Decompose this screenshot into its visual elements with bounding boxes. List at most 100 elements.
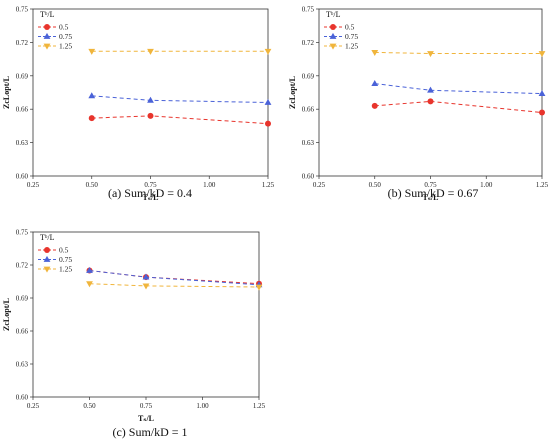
y-tick-label: 0.66: [16, 328, 29, 336]
data-point: [371, 79, 379, 86]
y-tick-label: 0.75: [16, 229, 29, 237]
y-tick-label: 0.66: [302, 106, 315, 114]
legend: Tᵇ/L 0.50.751.25: [38, 233, 72, 274]
series-1-25: [88, 48, 272, 55]
legend-marker: [44, 24, 50, 30]
data-point: [88, 48, 96, 55]
series-0-75: [371, 79, 546, 97]
data-point: [142, 283, 150, 290]
legend-title: Tᵇ/L: [40, 233, 55, 242]
y-axis-label: ZcLopt/L: [2, 76, 11, 109]
legend-title: Tᵇ/L: [40, 10, 55, 19]
legend-entry: 0.5: [59, 246, 69, 255]
data-point: [86, 281, 93, 288]
y-tick-label: 0.69: [302, 72, 315, 80]
x-tick-label: 1.25: [253, 402, 266, 410]
data-point: [538, 51, 546, 58]
y-tick-label: 0.60: [16, 173, 29, 181]
data-point: [88, 115, 95, 122]
data-point: [427, 51, 434, 58]
legend-entry: 1.25: [59, 265, 72, 274]
chart-panel-b: 0.25 0.50 0.75 1.00 1.25 0.60 0.63 0.66 0.69 0.72…: [288, 6, 549, 203]
data-point: [147, 112, 154, 119]
chart-panel-a: 0.25 0.50 0.75 1.00 1.25 0.60 0.63 0.66 0.69 0.72…: [2, 6, 275, 203]
data-point: [147, 48, 154, 55]
legend-entry: 0.5: [59, 23, 69, 32]
legend-entry: 0.75: [59, 255, 72, 264]
y-tick-label: 0.75: [16, 6, 29, 14]
x-tick-label: 0.75: [140, 402, 153, 410]
series-1-25: [86, 281, 263, 291]
x-axis-label: Tₛ/L: [142, 193, 158, 202]
panel-caption: (b) Sum/kD = 0.67: [388, 186, 479, 200]
data-point: [538, 90, 546, 97]
series-0-75: [88, 92, 272, 105]
x-tick-label: 0.25: [313, 181, 326, 189]
legend-entry: 0.75: [345, 32, 358, 41]
data-point: [264, 98, 272, 105]
chart-panel-c: 0.25 0.50 0.75 1.00 1.25 0.60 0.63 0.66 0.69 0.72…: [2, 229, 266, 440]
legend-title: Tᵇ/L: [326, 10, 341, 19]
y-tick-label: 0.69: [16, 295, 29, 303]
x-tick-label: 1.00: [203, 181, 216, 189]
data-point: [371, 50, 379, 57]
data-point: [142, 273, 150, 280]
data-point: [427, 86, 434, 93]
y-tick-label: 0.60: [302, 173, 315, 181]
y-tick-label: 0.66: [16, 106, 29, 114]
legend-marker: [43, 32, 51, 39]
legend-marker: [43, 255, 51, 262]
legend: Tᵇ/L 0.50.751.25: [324, 10, 358, 51]
x-tick-label: 0.50: [83, 402, 96, 410]
legend-marker: [44, 247, 50, 253]
data-point: [427, 98, 434, 105]
legend-entry: 1.25: [345, 42, 358, 51]
x-tick-label: 1.00: [480, 181, 493, 189]
x-axis-label: Tₛ/L: [422, 193, 438, 202]
data-point: [147, 96, 154, 103]
y-tick-label: 0.60: [16, 394, 29, 402]
y-tick-label: 0.72: [302, 39, 315, 47]
series-0-5: [371, 98, 545, 116]
data-point: [264, 48, 272, 55]
legend-marker: [43, 43, 51, 50]
series-0-5: [88, 112, 271, 127]
legend-marker: [43, 266, 51, 273]
data-point: [88, 92, 96, 99]
legend-marker: [329, 43, 337, 50]
x-tick-label: 1.25: [262, 181, 275, 189]
x-tick-label: 1.25: [536, 181, 549, 189]
panel-caption: (c) Sum/kD = 1: [112, 425, 187, 439]
legend-entry: 0.5: [345, 23, 355, 32]
x-tick-label: 0.50: [369, 181, 382, 189]
x-tick-label: 0.25: [27, 402, 40, 410]
legend-entry: 1.25: [59, 42, 72, 51]
panel-caption: (a) Sum/kD = 0.4: [108, 186, 192, 200]
data-point: [86, 266, 93, 273]
data-point: [539, 109, 545, 116]
y-tick-label: 0.69: [16, 72, 29, 80]
legend: Tᵇ/L 0.50.751.25: [38, 10, 72, 51]
y-tick-label: 0.63: [16, 361, 29, 369]
y-axis-label: ZcLopt/L: [2, 298, 11, 331]
data-point: [265, 120, 271, 127]
legend-marker: [329, 32, 337, 39]
x-tick-label: 0.75: [144, 181, 157, 189]
y-tick-label: 0.72: [16, 39, 29, 47]
y-axis-label: ZcLopt/L: [288, 76, 297, 109]
x-tick-label: 0.25: [27, 181, 40, 189]
series-1-25: [371, 50, 546, 58]
data-point: [371, 102, 378, 109]
y-tick-label: 0.63: [302, 139, 315, 147]
y-tick-label: 0.75: [302, 6, 315, 14]
x-tick-label: 0.50: [86, 181, 99, 189]
legend-entry: 0.75: [59, 32, 72, 41]
x-tick-label: 1.00: [196, 402, 209, 410]
data-point: [255, 284, 263, 291]
x-axis-label: Tₛ/L: [138, 414, 154, 423]
y-tick-label: 0.63: [16, 139, 29, 147]
x-tick-label: 0.75: [424, 181, 437, 189]
y-tick-label: 0.72: [16, 262, 29, 270]
